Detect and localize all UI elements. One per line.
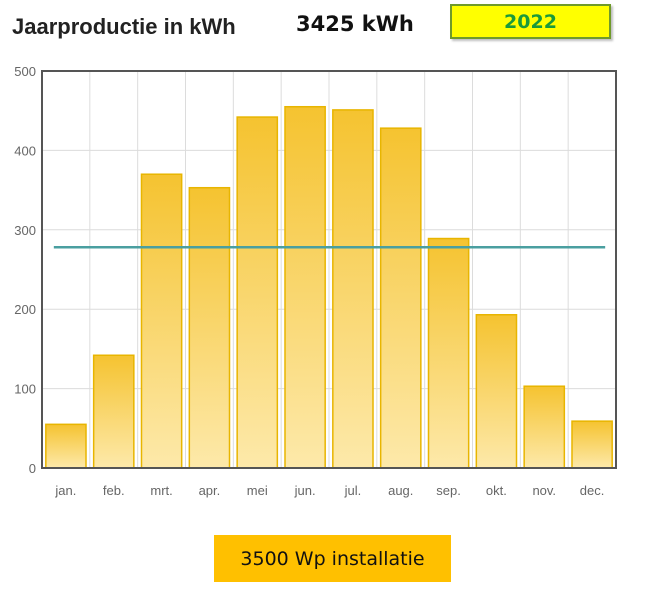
y-tick-label: 500 — [14, 64, 36, 79]
x-tick-label: nov. — [532, 483, 556, 498]
bar-jun — [284, 105, 326, 469]
x-tick-label: dec. — [580, 483, 605, 498]
y-tick-label: 0 — [29, 461, 36, 476]
production-chart: 0 100 200 300 400 500 jan. feb. mrt. apr. mei jun.… — [14, 64, 617, 498]
bar-okt — [475, 314, 518, 469]
x-tick-label: jun. — [294, 483, 316, 498]
installation-label: 3500 Wp installatie — [240, 547, 425, 570]
bar-mrt — [140, 173, 183, 469]
year-label: 2022 — [504, 10, 557, 33]
x-tick-label: jul. — [344, 483, 362, 498]
x-tick-label: sep. — [436, 483, 461, 498]
annual-total: 3425 kWh — [296, 12, 414, 36]
bars — [45, 105, 613, 469]
bar-aug — [379, 127, 422, 469]
x-tick-label: okt. — [486, 483, 507, 498]
y-tick-label: 200 — [14, 302, 36, 317]
y-tick-label: 300 — [14, 223, 36, 238]
average-line-group — [53, 246, 606, 251]
installation-badge: 3500 Wp installatie — [214, 535, 451, 582]
x-tick-label: mei — [247, 483, 268, 498]
y-tick-label: 100 — [14, 382, 36, 397]
x-axis-ticks: jan. feb. mrt. apr. mei jun. jul. aug. sep. okt. n… — [54, 483, 604, 498]
x-tick-label: aug. — [388, 483, 413, 498]
y-tick-label: 400 — [14, 143, 36, 158]
bar-sep — [427, 237, 470, 469]
chart-title: Jaarproductie in kWh — [12, 14, 236, 39]
bar-feb — [92, 354, 135, 469]
year-badge: 2022 — [450, 4, 611, 39]
bar-dec — [571, 420, 613, 469]
bar-apr — [188, 186, 231, 469]
x-tick-label: apr. — [199, 483, 221, 498]
x-tick-label: jan. — [54, 483, 76, 498]
bar-mei — [236, 116, 279, 469]
bar-jul — [332, 109, 374, 469]
y-axis-ticks: 0 100 200 300 400 500 — [14, 64, 36, 476]
x-tick-label: feb. — [103, 483, 125, 498]
bar-nov — [523, 385, 566, 469]
x-tick-label: mrt. — [150, 483, 172, 498]
plot-frame — [41, 70, 617, 469]
bar-jan — [45, 423, 87, 469]
